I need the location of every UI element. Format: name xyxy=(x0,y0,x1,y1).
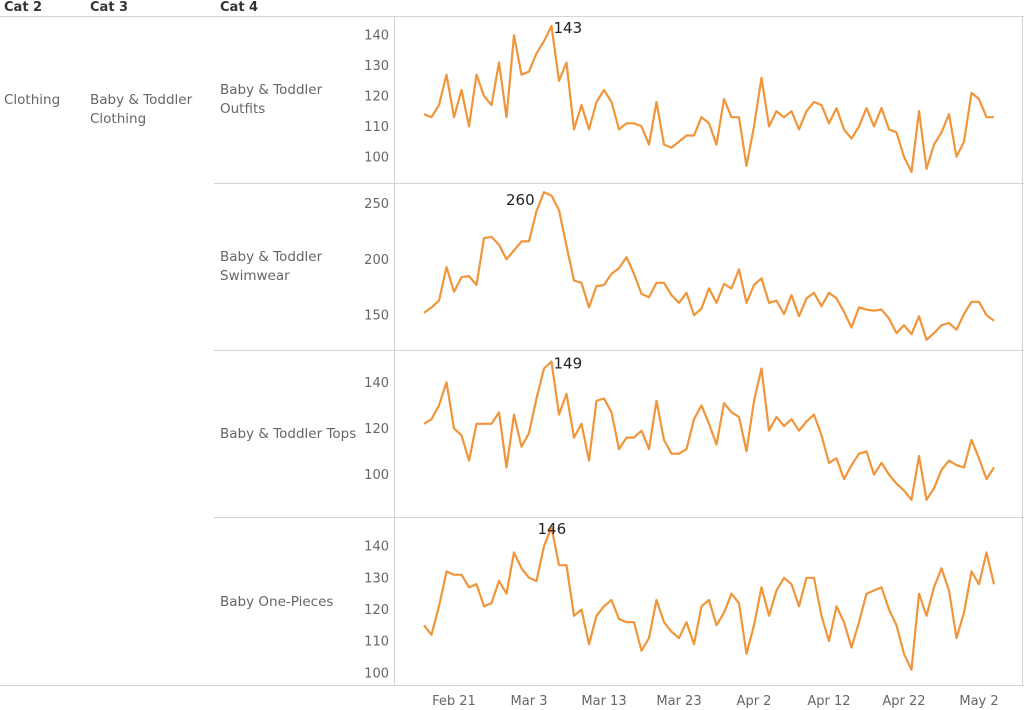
y-tick-label-p1-1: 200 xyxy=(364,253,389,268)
row-divider-2 xyxy=(214,350,1024,351)
bottom-divider xyxy=(0,685,1024,686)
right-border xyxy=(1022,16,1023,686)
series-line-p1 xyxy=(423,191,995,341)
cat4-label-tops: Baby & Toddler Tops xyxy=(220,426,357,442)
cat4-label-outfits: Baby & Toddler Outfits xyxy=(220,82,323,117)
cat2-label: Clothing xyxy=(4,92,61,108)
x-tick-label-3: Mar 23 xyxy=(656,694,701,709)
y-tick-label-p2-1: 120 xyxy=(364,422,389,437)
y-tick-label-p0-0: 100 xyxy=(364,150,389,165)
series-line-p3 xyxy=(423,526,996,671)
y-tick-label-p1-2: 250 xyxy=(364,197,389,212)
y-tick-label-p3-1: 110 xyxy=(364,635,389,650)
x-tick-label-1: Mar 3 xyxy=(511,694,548,709)
x-tick-label-0: Feb 21 xyxy=(432,694,476,709)
peak-label-p2: 149 xyxy=(554,355,583,373)
y-tick-label-p1-0: 150 xyxy=(364,309,389,324)
y-tick-label-p0-4: 140 xyxy=(364,29,389,44)
cat4-label-swimwear: Baby & Toddler Swimwear xyxy=(220,249,323,284)
cat4-label-onepieces: Baby One-Pieces xyxy=(220,594,334,610)
row-divider-1 xyxy=(214,183,1024,184)
row-divider-3 xyxy=(214,517,1024,518)
series-line-p2 xyxy=(423,360,995,501)
series-line-p0 xyxy=(423,24,994,174)
y-tick-label-p2-2: 140 xyxy=(364,376,389,391)
y-tick-label-p0-2: 120 xyxy=(364,89,389,104)
y-tick-label-p2-0: 100 xyxy=(364,468,389,483)
y-tick-label-p3-0: 100 xyxy=(364,666,389,681)
header-cat2: Cat 2 xyxy=(4,0,43,15)
y-tick-label-p3-2: 120 xyxy=(364,603,389,618)
peak-label-p3: 146 xyxy=(538,520,567,538)
header-divider xyxy=(0,16,1024,17)
x-tick-label-2: Mar 13 xyxy=(581,694,626,709)
axis-divider xyxy=(394,16,395,686)
y-tick-label-p0-3: 130 xyxy=(364,59,389,74)
peak-label-p1: 260 xyxy=(506,191,535,209)
y-tick-label-p3-3: 130 xyxy=(364,571,389,586)
y-tick-label-p0-1: 110 xyxy=(364,120,389,135)
x-tick-label-6: Apr 22 xyxy=(882,694,925,709)
y-tick-label-p3-4: 140 xyxy=(364,540,389,555)
x-tick-label-7: May 2 xyxy=(959,694,998,709)
x-tick-label-5: Apr 12 xyxy=(807,694,850,709)
header-cat4: Cat 4 xyxy=(220,0,259,15)
header-cat3: Cat 3 xyxy=(90,0,129,15)
cat3-label: Baby & Toddler Clothing xyxy=(90,92,193,127)
x-tick-label-4: Apr 2 xyxy=(737,694,772,709)
peak-label-p0: 143 xyxy=(554,19,583,37)
